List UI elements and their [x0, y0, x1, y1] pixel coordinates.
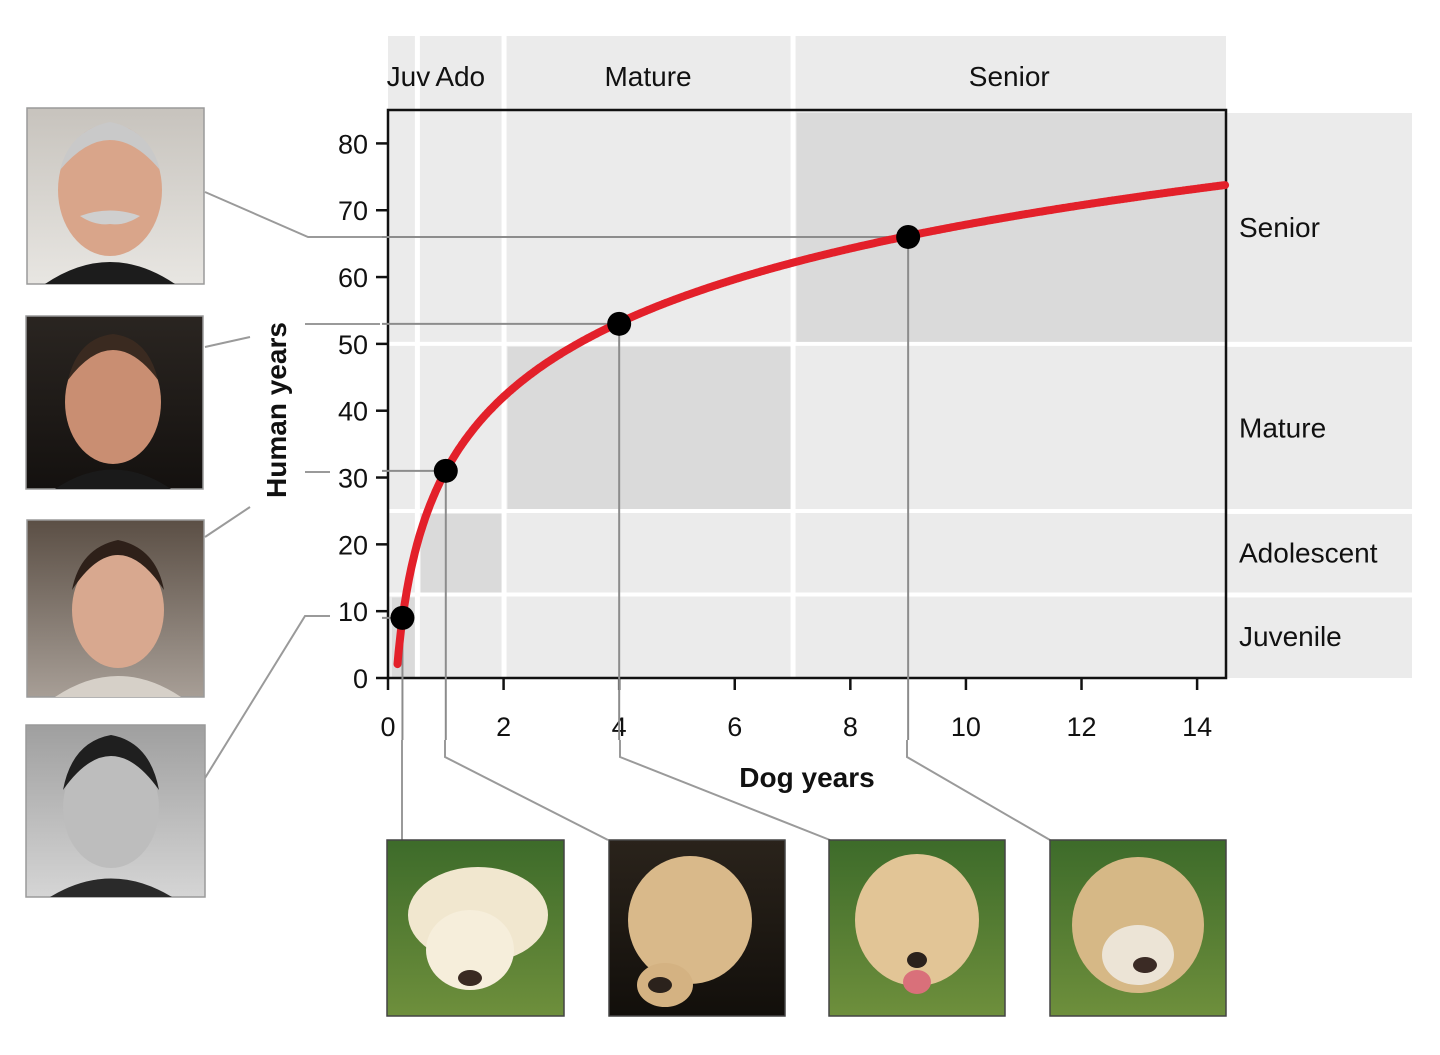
human-stage-labels: Senior Mature Adolescent Juvenile — [1239, 212, 1378, 652]
age-curve — [393, 181, 1230, 669]
dog-stage-labels: Juv Ado Mature Senior — [387, 61, 1050, 92]
human-stage-label-1: Mature — [1239, 412, 1326, 443]
y-axis: 0 10 20 30 40 50 60 70 80 — [338, 129, 388, 694]
human-stage-label-2: Adolescent — [1239, 538, 1378, 569]
dog-stage-label-1: Ado — [435, 61, 485, 92]
y-tick-label-6: 60 — [338, 263, 368, 293]
y-tick-label-3: 30 — [338, 464, 368, 494]
data-point-1 — [433, 458, 458, 483]
human-stage-row-0 — [1226, 113, 1412, 344]
y-tick-label-1: 10 — [338, 597, 368, 627]
x-axis-title: Dog years — [739, 762, 874, 793]
leader-human-2 — [204, 336, 251, 348]
human-stage-label-3: Juvenile — [1239, 621, 1342, 652]
dog-stage-label-3: Senior — [969, 61, 1050, 92]
human-photo-boy — [25, 724, 206, 898]
human-photo-old — [26, 107, 205, 285]
band-separators — [388, 36, 1412, 678]
dog-photo-puppy — [386, 839, 565, 1017]
y-tick-label-7: 70 — [338, 196, 368, 226]
leader-dog-2 — [444, 740, 609, 841]
human-stage-row-3 — [1226, 597, 1412, 678]
highlight-region-3 — [796, 113, 1226, 344]
y-tick-label-8: 80 — [338, 129, 368, 159]
x-tick-label-3: 6 — [727, 712, 742, 742]
dog-photo-young — [608, 839, 786, 1017]
y-tick-label-2: 20 — [338, 530, 368, 560]
leader-dog-4 — [906, 740, 1051, 841]
human-photo-middle — [25, 315, 204, 490]
dog-stage-label-2: Mature — [604, 61, 691, 92]
x-tick-label-0: 0 — [380, 712, 395, 742]
leader-human-3 — [204, 506, 251, 538]
human-stage-row-2 — [1226, 513, 1412, 595]
x-tick-label-6: 12 — [1066, 712, 1096, 742]
x-tick-label-4: 8 — [843, 712, 858, 742]
leader-dog-3 — [619, 740, 831, 841]
dog-photo-senior — [1049, 839, 1227, 1017]
data-point-2 — [607, 311, 632, 336]
x-tick-label-1: 2 — [496, 712, 511, 742]
y-axis-title: Human years — [261, 322, 292, 498]
data-point-0 — [390, 605, 415, 630]
y-tick-label-5: 50 — [338, 330, 368, 360]
leader-human-4 — [204, 615, 330, 779]
x-axis: 0 2 4 6 8 10 12 14 — [380, 678, 1212, 742]
dog-stage-label-0: Juv — [387, 61, 431, 92]
human-stage-row-1 — [1226, 346, 1412, 511]
human-stage-label-0: Senior — [1239, 212, 1320, 243]
highlight-regions — [392, 113, 1226, 678]
y-tick-label-0: 0 — [353, 664, 368, 694]
leader-lines — [204, 191, 1051, 841]
data-point-3 — [896, 224, 921, 249]
y-tick-label-4: 40 — [338, 397, 368, 427]
dog-stage-column-0 — [388, 36, 417, 678]
x-tick-label-7: 14 — [1182, 712, 1212, 742]
data-points — [390, 224, 921, 630]
human-photo-young — [26, 519, 205, 698]
highlight-region-2 — [507, 346, 793, 511]
highlight-region-1 — [420, 513, 504, 595]
x-tick-label-5: 10 — [951, 712, 981, 742]
dog-photo-adult — [828, 839, 1006, 1017]
plot-frame — [386, 108, 1228, 680]
